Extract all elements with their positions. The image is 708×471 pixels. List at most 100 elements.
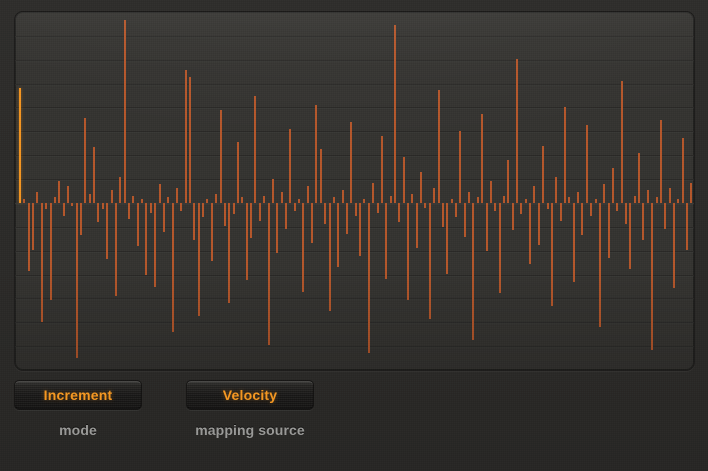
step-bar[interactable] bbox=[167, 197, 170, 203]
step-bar[interactable] bbox=[468, 192, 471, 203]
step-bar[interactable] bbox=[75, 203, 78, 358]
step-bar[interactable] bbox=[145, 203, 148, 275]
step-bar[interactable] bbox=[502, 196, 505, 203]
step-bar[interactable] bbox=[489, 181, 492, 203]
step-bar[interactable] bbox=[498, 203, 501, 293]
step-bar[interactable] bbox=[664, 203, 667, 229]
step-bar[interactable] bbox=[223, 203, 226, 226]
step-bar[interactable] bbox=[520, 203, 523, 214]
step-bar[interactable] bbox=[389, 196, 392, 203]
step-bar[interactable] bbox=[106, 203, 109, 259]
step-bar[interactable] bbox=[354, 203, 357, 216]
step-bar[interactable] bbox=[529, 203, 532, 264]
step-bar[interactable] bbox=[411, 194, 414, 203]
step-bar[interactable] bbox=[603, 184, 606, 203]
step-bar[interactable] bbox=[267, 203, 270, 345]
step-bar[interactable] bbox=[119, 177, 122, 203]
step-bar[interactable] bbox=[585, 125, 588, 203]
step-bar[interactable] bbox=[590, 203, 593, 216]
step-bar[interactable] bbox=[32, 203, 35, 250]
step-bar[interactable] bbox=[372, 183, 375, 203]
step-bar[interactable] bbox=[616, 203, 619, 211]
step-bar[interactable] bbox=[376, 203, 379, 213]
step-bar[interactable] bbox=[524, 199, 527, 203]
step-bar[interactable] bbox=[162, 203, 165, 232]
step-bar[interactable] bbox=[572, 203, 575, 282]
step-bar[interactable] bbox=[686, 203, 689, 250]
step-bar[interactable] bbox=[93, 147, 96, 203]
step-bar[interactable] bbox=[380, 136, 383, 203]
step-bar[interactable] bbox=[258, 203, 261, 221]
step-bar[interactable] bbox=[319, 149, 322, 203]
step-bar[interactable] bbox=[402, 157, 405, 203]
step-bar[interactable] bbox=[407, 203, 410, 300]
step-bar[interactable] bbox=[302, 203, 305, 292]
step-bar[interactable] bbox=[141, 199, 144, 203]
step-bar[interactable] bbox=[546, 203, 549, 209]
step-bar[interactable] bbox=[241, 197, 244, 203]
step-bar[interactable] bbox=[629, 203, 632, 269]
step-bar[interactable] bbox=[450, 199, 453, 203]
step-bar[interactable] bbox=[668, 188, 671, 203]
step-bar[interactable] bbox=[385, 203, 388, 279]
step-bar[interactable] bbox=[455, 203, 457, 217]
step-bar[interactable] bbox=[476, 197, 479, 203]
step-bar[interactable] bbox=[428, 203, 431, 319]
step-bar[interactable] bbox=[677, 199, 680, 203]
step-bar[interactable] bbox=[49, 203, 52, 300]
step-bar[interactable] bbox=[101, 203, 104, 209]
chart-bars[interactable] bbox=[15, 12, 694, 370]
step-bar[interactable] bbox=[332, 197, 335, 203]
step-bar[interactable] bbox=[175, 188, 178, 203]
step-bar[interactable] bbox=[555, 177, 558, 203]
step-bar[interactable] bbox=[690, 183, 693, 203]
step-bar[interactable] bbox=[114, 203, 117, 296]
step-bar[interactable] bbox=[564, 107, 566, 203]
step-bar[interactable] bbox=[245, 203, 248, 280]
step-bar[interactable] bbox=[237, 142, 239, 203]
step-bar[interactable] bbox=[559, 203, 562, 221]
step-bar[interactable] bbox=[271, 179, 274, 203]
step-bar[interactable] bbox=[642, 203, 645, 240]
step-bar[interactable] bbox=[184, 70, 187, 203]
step-bar[interactable] bbox=[594, 199, 597, 203]
step-bar[interactable] bbox=[625, 203, 628, 224]
step-bar[interactable] bbox=[284, 203, 287, 229]
step-bar[interactable] bbox=[533, 186, 536, 203]
step-bar[interactable] bbox=[441, 203, 444, 227]
step-bar[interactable] bbox=[219, 110, 222, 203]
step-bar[interactable] bbox=[655, 197, 658, 203]
step-bar[interactable] bbox=[171, 203, 174, 332]
step-bar[interactable] bbox=[228, 203, 231, 303]
step-bar[interactable] bbox=[673, 203, 675, 288]
step-bar[interactable] bbox=[206, 199, 209, 203]
step-bar[interactable] bbox=[232, 203, 235, 214]
step-bar[interactable] bbox=[58, 181, 61, 203]
step-bar[interactable] bbox=[71, 203, 74, 206]
step-bar[interactable] bbox=[507, 160, 510, 203]
step-bar[interactable] bbox=[337, 203, 340, 267]
step-bar[interactable] bbox=[197, 203, 200, 316]
step-bar[interactable] bbox=[210, 203, 213, 261]
step-bar[interactable] bbox=[437, 90, 440, 203]
step-bar[interactable] bbox=[607, 203, 610, 258]
step-bar[interactable] bbox=[393, 25, 396, 203]
step-bar[interactable] bbox=[511, 203, 514, 230]
step-bar[interactable] bbox=[193, 203, 196, 240]
step-bar[interactable] bbox=[306, 186, 309, 203]
step-bar[interactable] bbox=[250, 203, 253, 238]
step-bar[interactable] bbox=[110, 190, 113, 203]
step-bar[interactable] bbox=[446, 203, 449, 274]
step-bar[interactable] bbox=[289, 129, 292, 203]
step-bar[interactable] bbox=[88, 194, 91, 203]
step-bar[interactable] bbox=[324, 203, 327, 224]
step-bar[interactable] bbox=[433, 188, 436, 203]
step-bar[interactable] bbox=[53, 197, 56, 203]
step-bar[interactable] bbox=[40, 203, 43, 322]
step-bar[interactable] bbox=[311, 203, 314, 243]
step-bar[interactable] bbox=[189, 77, 192, 203]
step-bar[interactable] bbox=[154, 203, 157, 287]
step-bar[interactable] bbox=[158, 184, 161, 203]
step-bar[interactable] bbox=[359, 203, 362, 256]
step-bar[interactable] bbox=[149, 203, 152, 213]
